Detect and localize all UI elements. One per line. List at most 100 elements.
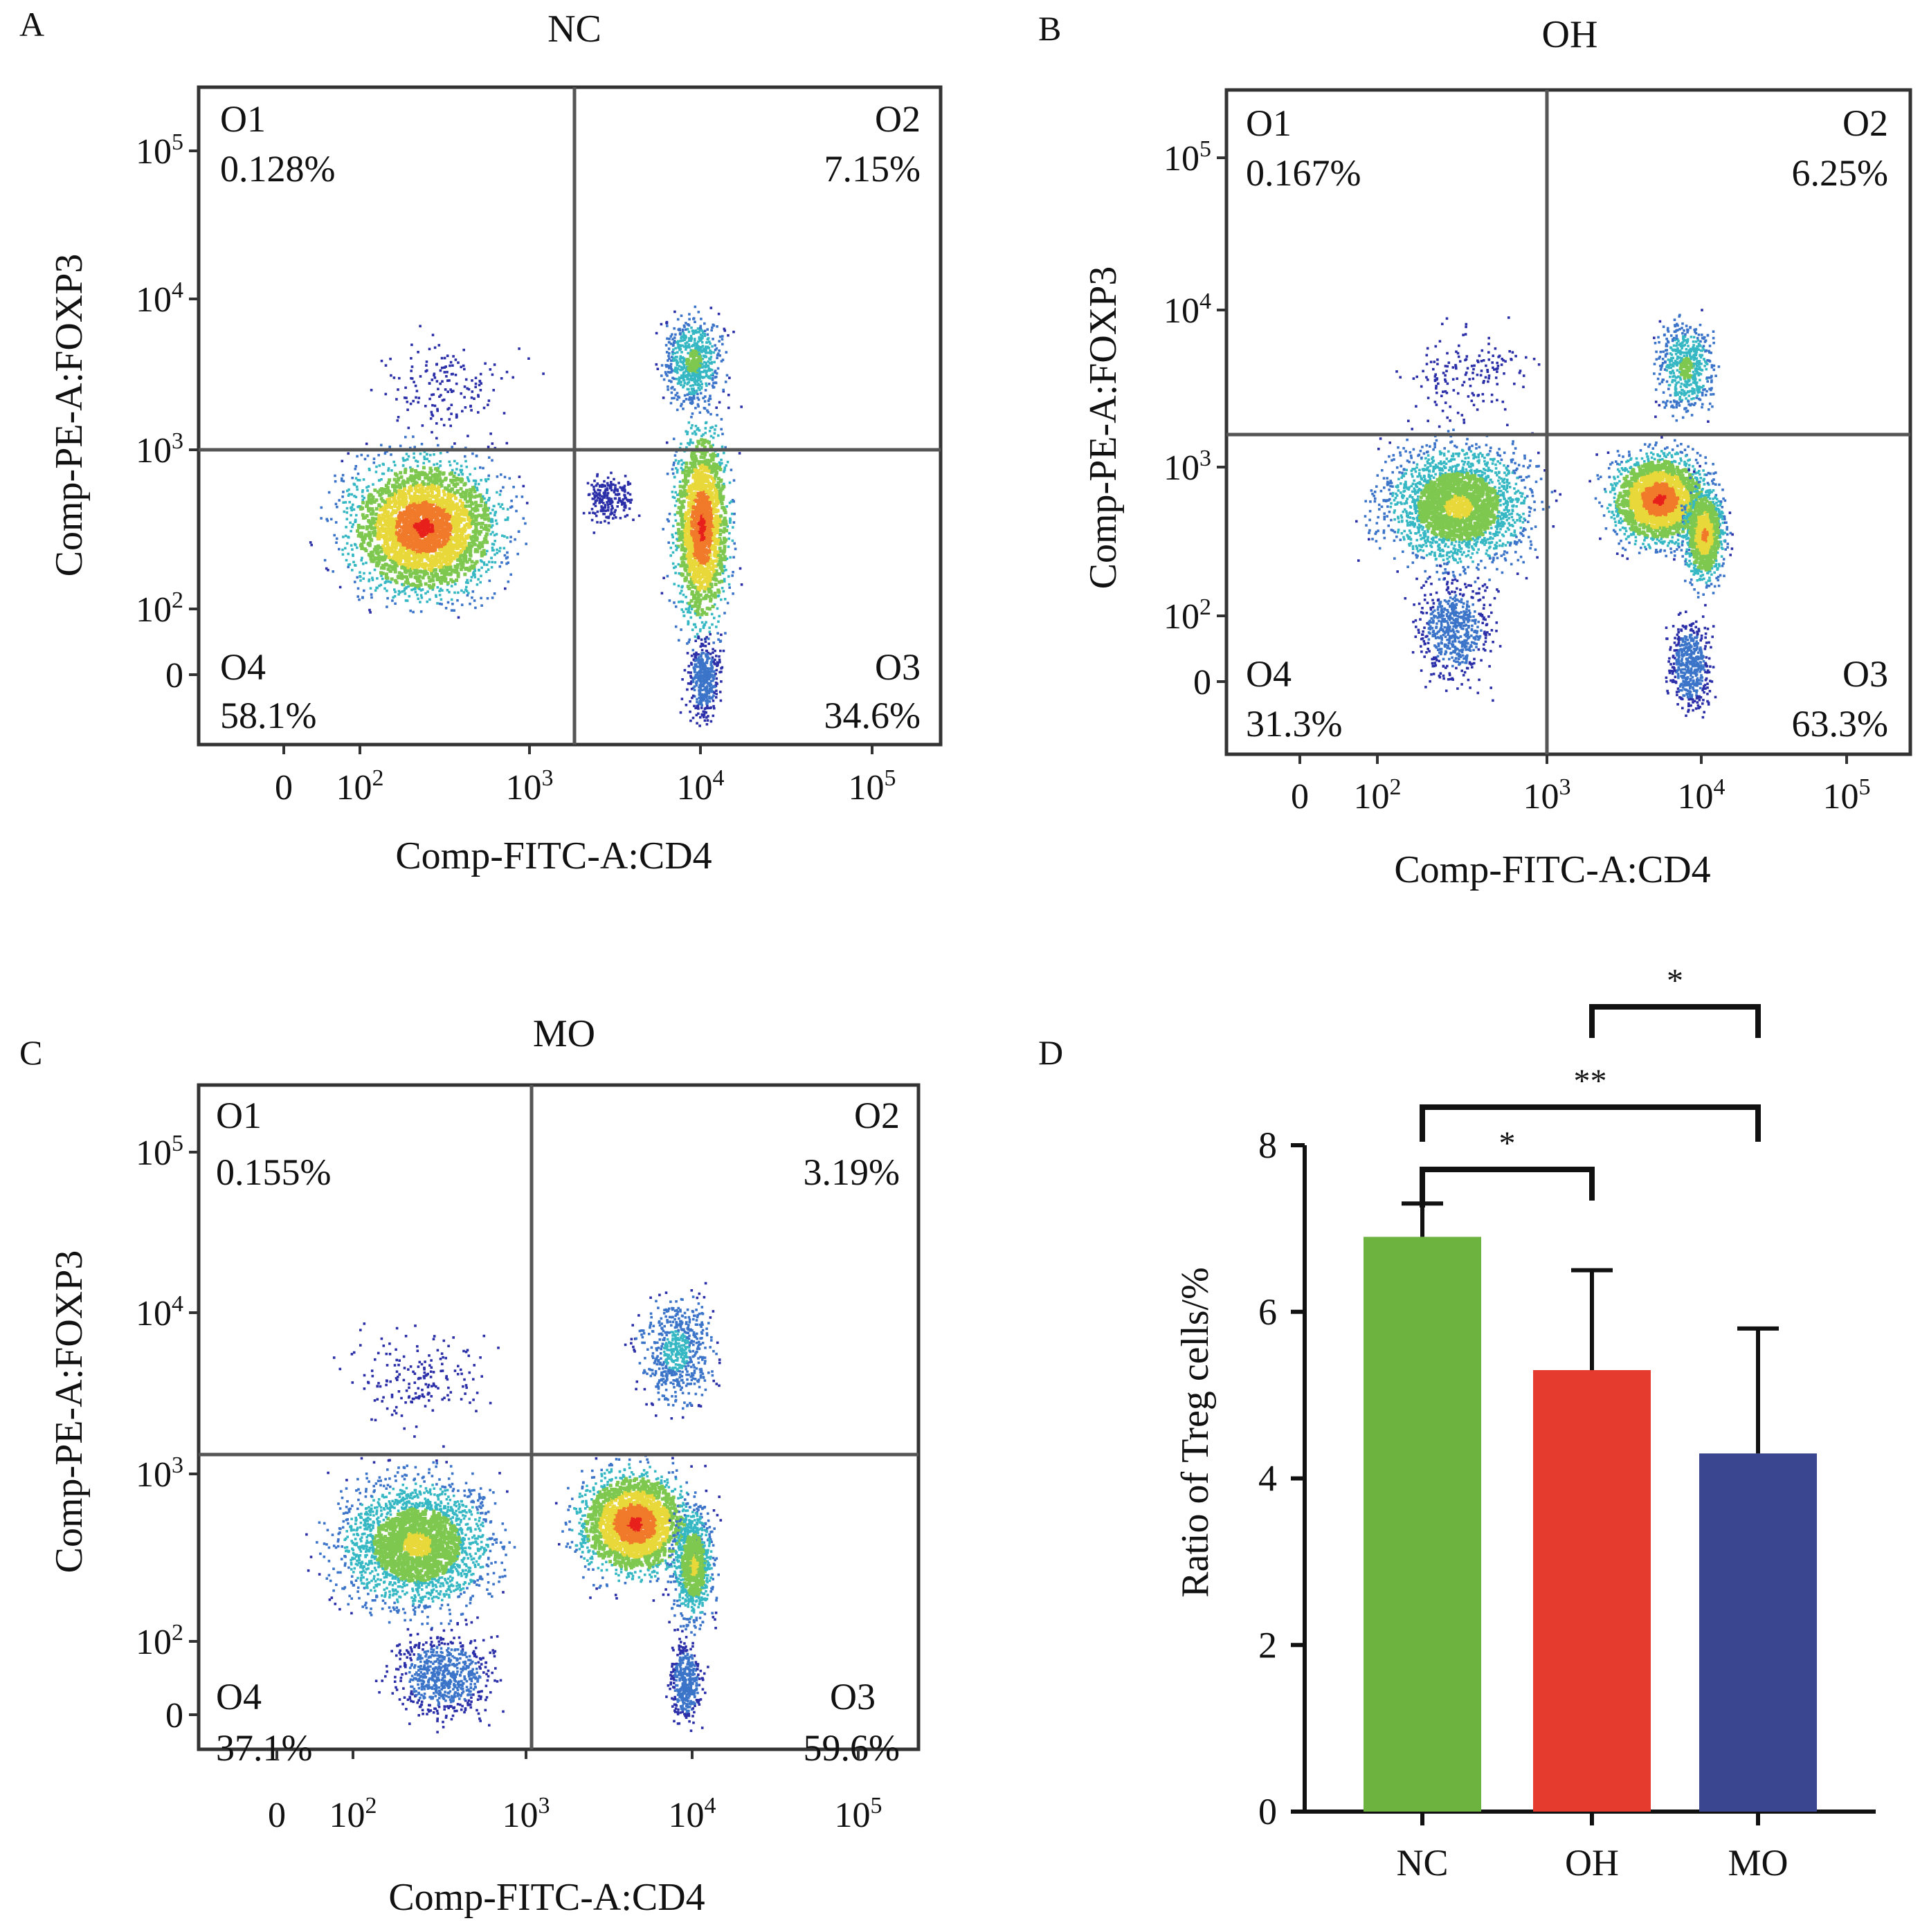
event-dot <box>691 399 694 402</box>
event-dot <box>698 364 702 367</box>
event-dot <box>448 528 452 532</box>
event-dot <box>674 394 678 397</box>
event-dot <box>676 342 680 345</box>
event-dot <box>660 322 663 326</box>
event-dot <box>687 682 690 685</box>
event-dot <box>377 544 381 548</box>
event-dot <box>366 525 370 529</box>
event-dot <box>391 599 394 602</box>
event-dot <box>669 380 673 383</box>
event-dot <box>682 379 685 381</box>
event-dot <box>422 547 426 552</box>
event-dot <box>469 510 473 514</box>
event-dot <box>431 484 435 488</box>
event-dot <box>690 545 694 549</box>
event-dot <box>487 474 490 477</box>
event-dot <box>707 588 711 592</box>
event-dot <box>704 427 707 430</box>
event-dot <box>716 607 719 610</box>
event-dot <box>379 527 383 531</box>
event-dot <box>725 464 727 467</box>
event-dot <box>397 524 401 528</box>
event-dot <box>478 541 482 545</box>
event-dot <box>709 653 712 655</box>
event-dot <box>404 563 408 566</box>
event-dot <box>676 361 678 365</box>
event-dot <box>460 478 464 482</box>
event-dot <box>426 522 430 527</box>
event-dot <box>688 556 692 560</box>
event-dot <box>475 536 479 540</box>
event-dot <box>369 611 372 614</box>
event-dot <box>453 609 455 612</box>
event-dot <box>429 453 432 457</box>
event-dot <box>688 569 692 573</box>
event-dot <box>691 329 694 332</box>
event-dot <box>388 445 391 448</box>
event-dot <box>409 525 413 529</box>
event-dot <box>391 540 395 544</box>
event-dot <box>386 481 390 485</box>
event-dot <box>354 543 357 547</box>
event-dot <box>708 397 711 400</box>
event-dot <box>711 527 715 531</box>
event-dot <box>374 557 378 561</box>
event-dot <box>674 467 678 470</box>
event-dot <box>681 491 685 495</box>
event-dot <box>509 506 512 509</box>
event-dot <box>377 557 381 561</box>
event-dot <box>687 518 691 522</box>
event-dot <box>417 489 422 493</box>
event-dot <box>450 609 453 612</box>
event-dot <box>482 527 486 531</box>
event-dot <box>353 483 356 486</box>
event-dot <box>697 494 701 498</box>
event-dot <box>718 465 721 469</box>
event-dot <box>437 518 442 522</box>
event-dot <box>672 348 675 351</box>
event-dot <box>671 562 675 565</box>
event-dot <box>700 638 703 641</box>
event-dot <box>431 491 434 495</box>
event-dot <box>469 549 473 553</box>
event-dot <box>691 513 695 518</box>
event-dot <box>700 383 704 385</box>
event-dot <box>472 571 476 574</box>
event-dot <box>682 462 685 464</box>
event-dot <box>715 471 718 475</box>
event-dot <box>716 509 720 513</box>
event-dot <box>673 462 676 464</box>
event-dot <box>690 454 694 458</box>
event-dot <box>459 492 463 496</box>
event-dot <box>698 328 701 331</box>
event-dot <box>728 586 731 589</box>
event-dot <box>683 578 687 581</box>
event-dot <box>676 392 679 394</box>
event-dot <box>723 470 725 473</box>
event-dot <box>441 472 445 476</box>
event-dot <box>426 520 430 524</box>
event-dot <box>689 484 694 488</box>
event-dot <box>390 453 392 456</box>
event-dot <box>486 596 489 600</box>
event-dot <box>388 564 392 568</box>
event-dot <box>703 532 707 536</box>
event-dot <box>356 525 361 529</box>
event-dot <box>703 623 706 627</box>
event-dot <box>721 572 725 574</box>
event-dot <box>478 546 482 550</box>
event-dot <box>670 359 673 362</box>
event-dot <box>433 574 437 578</box>
event-dot <box>414 473 418 477</box>
event-dot <box>381 547 385 552</box>
event-dot <box>368 608 371 612</box>
event-dot <box>699 325 703 328</box>
event-dot <box>701 666 704 669</box>
event-dot <box>449 559 453 563</box>
event-dot <box>406 505 410 509</box>
event-dot <box>687 608 690 612</box>
event-dot <box>691 457 696 461</box>
event-dot <box>687 421 691 424</box>
event-dot <box>356 587 360 590</box>
event-dot <box>484 524 488 528</box>
